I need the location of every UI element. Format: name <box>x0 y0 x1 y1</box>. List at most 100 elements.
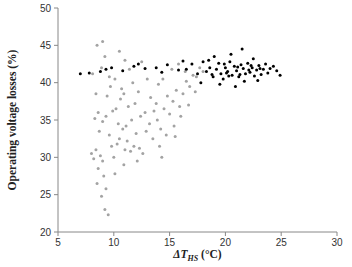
x-tick <box>225 232 226 236</box>
point <box>238 73 241 76</box>
point <box>157 83 160 86</box>
point <box>266 71 269 74</box>
point <box>125 124 128 127</box>
point <box>198 66 201 69</box>
y-tick-label: 30 <box>40 152 52 163</box>
point <box>190 63 193 66</box>
point <box>231 74 234 77</box>
point <box>171 100 174 103</box>
point <box>257 64 260 67</box>
point <box>174 135 177 138</box>
point <box>101 120 104 123</box>
point <box>117 122 120 125</box>
point <box>175 89 178 92</box>
point <box>222 77 225 80</box>
point <box>151 137 154 140</box>
point <box>103 55 106 58</box>
point <box>256 79 259 82</box>
point <box>97 111 100 114</box>
y-axis-label: Operating voltage losses (%) <box>6 49 19 190</box>
point <box>225 71 228 74</box>
x-axis-label: ΔTHS (°C) <box>172 248 222 263</box>
point <box>110 66 113 69</box>
point <box>250 64 253 67</box>
y-tick <box>54 157 58 158</box>
point <box>211 73 214 76</box>
point <box>178 105 181 108</box>
point <box>185 80 188 83</box>
y-tick-label: 25 <box>40 189 52 200</box>
point <box>163 107 166 110</box>
point <box>223 63 226 66</box>
point <box>141 152 144 155</box>
point <box>113 77 116 80</box>
y-tick <box>54 232 58 233</box>
point <box>177 63 180 66</box>
point <box>244 72 247 75</box>
point <box>152 110 155 113</box>
point <box>108 133 111 136</box>
point <box>160 156 163 159</box>
point <box>160 71 163 74</box>
point <box>132 65 135 68</box>
point <box>179 115 182 118</box>
point <box>137 90 140 93</box>
point <box>140 60 143 63</box>
point <box>185 68 188 71</box>
point <box>120 87 123 90</box>
point <box>79 72 82 75</box>
point <box>208 66 211 69</box>
point <box>181 92 184 95</box>
point <box>102 175 105 178</box>
y-tick <box>54 45 58 46</box>
point <box>234 85 237 88</box>
y-tick <box>54 82 58 83</box>
point <box>145 130 148 133</box>
point <box>194 90 197 93</box>
point <box>99 154 102 157</box>
point <box>113 172 116 175</box>
point <box>158 145 161 148</box>
point <box>156 119 159 122</box>
point <box>144 67 147 70</box>
point <box>228 60 231 63</box>
point <box>205 70 208 73</box>
x-tick-label: 15 <box>164 237 176 248</box>
point <box>135 132 138 135</box>
x-tick <box>58 232 59 236</box>
point <box>137 63 140 66</box>
y-tick-label: 40 <box>40 77 52 88</box>
point <box>258 67 261 70</box>
point <box>109 85 112 88</box>
point <box>106 95 109 98</box>
point <box>94 148 97 151</box>
point <box>126 139 129 142</box>
y-tick-label: 35 <box>40 115 52 126</box>
point <box>166 63 169 66</box>
point <box>128 68 131 71</box>
point <box>111 110 114 113</box>
point <box>279 74 282 77</box>
x-tick-label: 30 <box>331 237 343 248</box>
point <box>134 102 137 105</box>
y-tick-label: 20 <box>40 227 52 238</box>
point <box>218 83 221 86</box>
point <box>121 127 124 130</box>
point <box>112 156 115 159</box>
point <box>136 160 139 163</box>
point <box>199 81 202 84</box>
point <box>100 195 103 198</box>
point <box>101 160 104 163</box>
point <box>96 182 99 185</box>
point <box>253 74 256 77</box>
point <box>159 127 162 130</box>
point <box>132 145 135 148</box>
point <box>255 68 258 71</box>
point <box>108 75 111 78</box>
point <box>104 187 107 190</box>
point <box>177 68 180 71</box>
point <box>100 66 103 69</box>
point <box>94 92 97 95</box>
point <box>96 44 99 47</box>
point <box>168 113 171 116</box>
